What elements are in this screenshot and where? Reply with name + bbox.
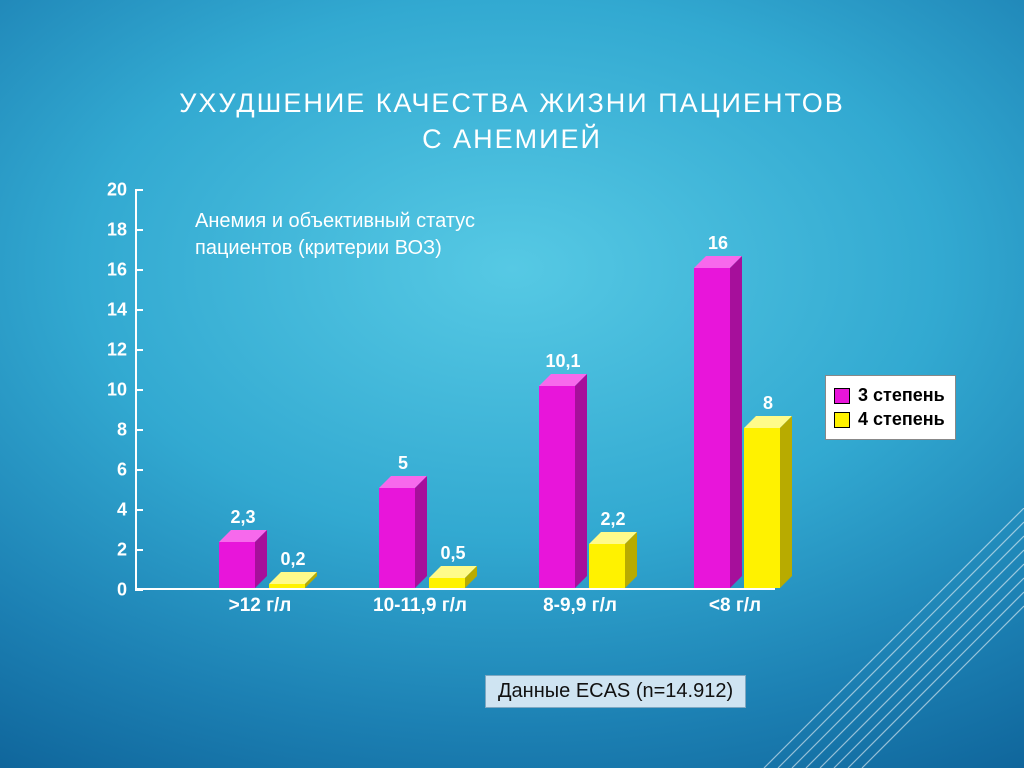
bar [744,416,792,588]
bar-side-face [780,416,792,588]
bar-value-label: 2,2 [583,509,643,530]
bar [269,572,317,588]
legend-swatch [834,388,850,404]
y-tick-label: 2 [85,540,135,561]
bar-value-label: 16 [688,233,748,254]
bar-front-face [694,268,730,588]
bar-front-face [269,584,305,588]
bar-side-face [625,532,637,588]
y-tick-label: 20 [85,180,135,201]
bar-value-label: 0,2 [263,549,323,570]
bar-front-face [539,386,575,588]
bar-value-label: 5 [373,453,433,474]
legend-swatch [834,412,850,428]
x-category-label: <8 г/л [709,595,761,617]
bar-value-label: 2,3 [213,507,273,528]
bar [589,532,637,588]
bar [429,566,477,588]
bar-value-label: 0,5 [423,543,483,564]
bar-front-face [219,542,255,588]
y-tick-label: 8 [85,420,135,441]
slide-root: УХУДШЕНИЕ КАЧЕСТВА ЖИЗНИ ПАЦИЕНТОВ С АНЕ… [0,0,1024,768]
legend-label: 4 степень [858,409,945,430]
slide-title: УХУДШЕНИЕ КАЧЕСТВА ЖИЗНИ ПАЦИЕНТОВ С АНЕ… [0,85,1024,158]
bar-front-face [744,428,780,588]
legend-item: 3 степень [834,385,945,406]
y-tick-label: 12 [85,340,135,361]
bar-side-face [730,256,742,588]
y-tick-label: 0 [85,580,135,601]
y-tick-label: 14 [85,300,135,321]
x-category-label: >12 г/л [229,595,292,617]
bar-value-label: 10,1 [533,351,593,372]
bar [539,374,587,588]
bar [694,256,742,588]
x-category-label: 10-11,9 г/л [373,595,467,617]
y-tick-label: 6 [85,460,135,481]
bar-side-face [575,374,587,588]
bar-front-face [379,488,415,588]
legend: 3 степень 4 степень [825,375,956,440]
y-tick-label: 10 [85,380,135,401]
chart-container: 02468101214161820 2,30,250,510,12,2168 >… [85,190,805,630]
source-citation: Данные ECAS (n=14.912) [485,675,746,708]
bar-front-face [589,544,625,588]
y-tick-label: 4 [85,500,135,521]
title-line-1: УХУДШЕНИЕ КАЧЕСТВА ЖИЗНИ ПАЦИЕНТОВ [179,88,845,118]
title-line-2: С АНЕМИЕЙ [422,124,602,154]
bar-value-label: 8 [738,393,798,414]
bar-side-face [415,476,427,588]
bar-front-face [429,578,465,588]
x-category-label: 8-9,9 г/л [543,595,617,617]
bar [219,530,267,588]
bar [379,476,427,588]
plot-area: 2,30,250,510,12,2168 [135,190,775,590]
legend-item: 4 степень [834,409,945,430]
y-tick-label: 16 [85,260,135,281]
legend-label: 3 степень [858,385,945,406]
y-tick-label: 18 [85,220,135,241]
